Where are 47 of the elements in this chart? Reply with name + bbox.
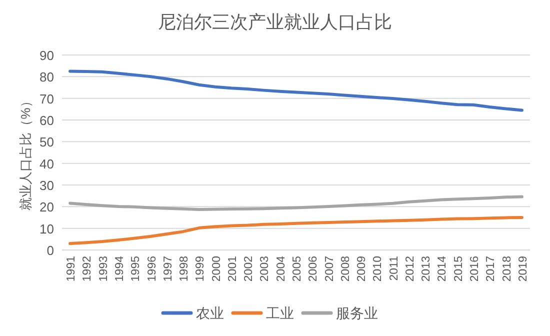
line-series [68, 216, 524, 245]
y-tick-label: 0 [46, 243, 54, 258]
x-tick-label: 2004 [275, 255, 288, 282]
y-tick-label: 10 [40, 221, 54, 236]
x-tick-label: 1995 [130, 256, 142, 282]
x-tick-label: 1998 [178, 256, 191, 282]
x-tick-label: 2006 [308, 256, 320, 282]
y-tick-label: 60 [40, 113, 54, 128]
line-series [68, 195, 524, 211]
legend-label: 农业 [196, 305, 224, 321]
x-tick-label: 1994 [114, 255, 126, 282]
x-tick-label: 1996 [146, 256, 158, 282]
y-axis-title: 就业人口占比（%） [18, 94, 33, 210]
x-tick-label: 2017 [485, 256, 498, 282]
chart-title: 尼泊尔三次产业就业人口占比 [158, 12, 392, 32]
y-tick-label: 80 [40, 70, 54, 85]
x-tick-label: 1992 [82, 256, 94, 282]
x-tick-label: 1991 [66, 256, 78, 282]
x-tick-label: 2001 [226, 256, 239, 282]
x-tick-label: 2012 [404, 256, 416, 282]
x-tick-label: 2003 [259, 256, 272, 282]
y-tick-label: 40 [40, 156, 54, 172]
y-tick-label: 70 [40, 91, 54, 106]
y-tick-label: 30 [40, 178, 54, 193]
x-tick-label: 2016 [469, 256, 482, 282]
x-tick-label: 2007 [324, 256, 336, 282]
legend-label: 服务业 [336, 305, 378, 321]
x-tick-label: 2011 [388, 256, 400, 281]
x-tick-label: 2005 [292, 256, 304, 282]
line-series [68, 70, 524, 112]
x-tick-label: 2000 [210, 256, 223, 282]
legend-label: 工业 [266, 305, 294, 321]
x-tick-label: 2009 [356, 256, 368, 282]
x-tick-label: 2014 [436, 255, 449, 282]
x-tick-label: 2018 [501, 256, 514, 282]
y-tick-label: 20 [40, 200, 54, 215]
x-tick-label: 2010 [372, 256, 384, 282]
x-tick-label: 2015 [452, 256, 465, 282]
y-tick-label: 50 [40, 134, 54, 150]
x-tick-label: 2013 [420, 256, 433, 282]
x-tick-label: 2008 [340, 256, 352, 282]
x-tick-label: 1999 [194, 256, 207, 282]
x-tick-label: 2019 [517, 256, 530, 282]
x-tick-label: 1997 [162, 256, 174, 282]
y-tick-label: 90 [40, 48, 54, 63]
x-tick-label: 2002 [243, 256, 256, 282]
x-tick-label: 1993 [98, 256, 110, 282]
